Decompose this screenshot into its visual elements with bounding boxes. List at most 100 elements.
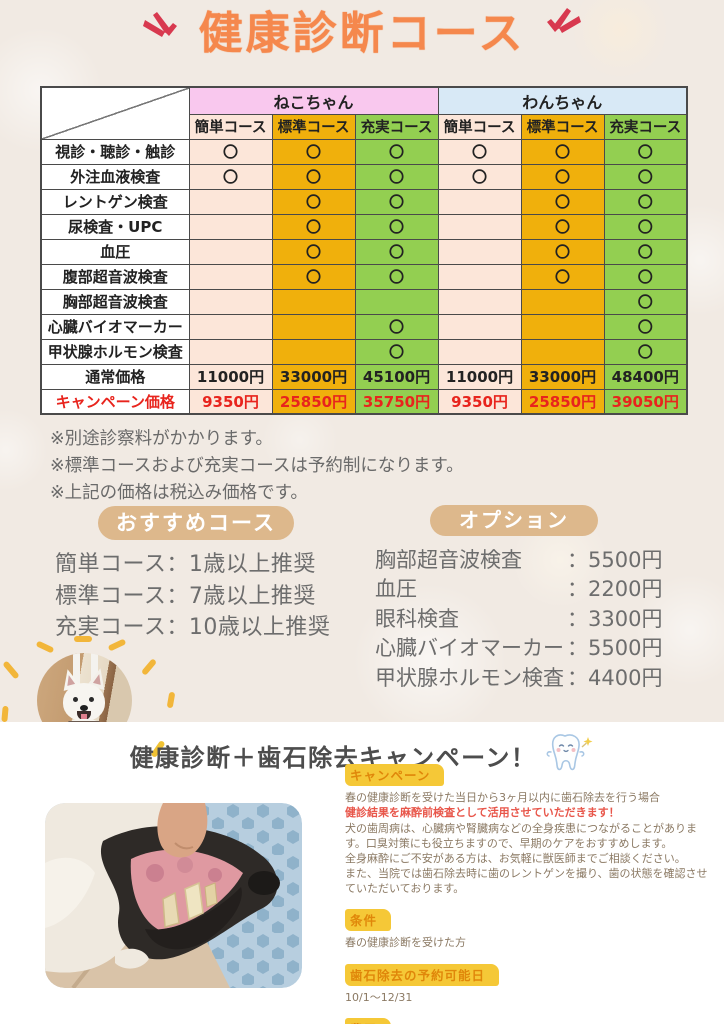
course-header-cell: 標準コース <box>271 113 356 140</box>
exam-cell: 45100円 <box>354 363 439 390</box>
exam-row: 心臓バイオマーカー 〇 〇 <box>40 313 688 340</box>
exam-cell <box>520 288 605 315</box>
exam-row: 甲状腺ホルモン検査 〇 〇 <box>40 338 688 365</box>
campaign-details: キャンペーン春の健康診断を受けた当日から3ヶ月以内に歯石除去を行う場合 健診結果を… <box>345 764 717 1024</box>
exam-cell: 〇 <box>603 213 688 240</box>
course-header-cell: 充実コース <box>603 113 688 140</box>
exam-cell <box>354 288 439 315</box>
exam-cell: 〇 <box>188 163 273 190</box>
exam-cell: 39050円 <box>603 388 688 415</box>
exam-cell: 〇 <box>437 163 522 190</box>
exam-cell <box>188 313 273 340</box>
campaign-text: 春の健康診断を受けた当日から3ヶ月以内に歯石除去を行う場合 <box>345 791 660 804</box>
note-line: ※上記の価格は税込み価格です。 <box>50 483 308 504</box>
exam-label: 通常価格 <box>40 363 190 390</box>
option-price: ：3300円 <box>567 606 663 631</box>
exam-cell <box>271 313 356 340</box>
exam-cell <box>188 338 273 365</box>
sparkle-right-icon <box>547 8 582 33</box>
exam-label: 外注血液検査 <box>40 163 190 190</box>
exam-cell: 〇 <box>520 263 605 290</box>
exam-cell: 〇 <box>603 313 688 340</box>
campaign-section-label: 費用 <box>345 1017 392 1024</box>
exam-cell <box>271 288 356 315</box>
option-name: 心臓バイオマーカー <box>375 636 564 661</box>
recommended-list: 簡単コース：1歳以上推奨 標準コース：7歳以上推奨 充実コース：10歳以上推奨 <box>55 549 330 644</box>
exam-cell: 〇 <box>271 238 356 265</box>
exam-cell: 〇 <box>354 238 439 265</box>
campaign-section-label: キャンペーン <box>345 764 445 786</box>
exam-cell <box>188 288 273 315</box>
note-line: ※標準コースおよび充実コースは予約制になります。 <box>50 456 464 477</box>
exam-cell <box>188 188 273 215</box>
exam-cell: 〇 <box>520 188 605 215</box>
exam-cell: 〇 <box>271 138 356 165</box>
option-price: ：5500円 <box>567 548 663 572</box>
exam-label: 心臓バイオマーカー <box>40 313 190 340</box>
course-header-cell: 簡単コース <box>437 113 522 140</box>
sun-ray-icon <box>140 658 158 676</box>
exam-cell: 25850円 <box>271 388 356 415</box>
course-header-row: 簡単コース 標準コース 充実コース 簡単コース 標準コース 充実コース <box>41 113 688 140</box>
group-header-row: ねこちゃん わんちゃん <box>40 86 688 140</box>
course-header-cell: 充実コース <box>354 113 439 140</box>
exam-cell <box>271 338 356 365</box>
option-item: 血圧 ：2200円 <box>375 575 662 604</box>
campaign-text: 犬の歯周病は、心臓病や腎臓病などの全身疾患につながることがあります。口臭対策にも… <box>345 821 697 850</box>
exam-cell: 〇 <box>603 338 688 365</box>
exam-cell: 〇 <box>271 263 356 290</box>
page-title: 健康診断コース <box>198 8 526 59</box>
option-item: 心臓バイオマーカー ：5500円 <box>375 634 662 663</box>
exam-cell: 〇 <box>520 213 605 240</box>
campaign-highlight-text: 健診結果を麻酔前検査として活用させていただきます！ <box>345 806 620 820</box>
exam-row: 腹部超音波検査〇〇〇〇 <box>40 263 688 290</box>
tooth-character-icon <box>546 734 593 771</box>
campaign-section-label: 歯石除去の予約可能日 <box>345 963 500 986</box>
exam-row: 外注血液検査〇〇〇〇〇〇 <box>40 163 688 190</box>
options-list: 胸部超音波検査 ：5500円 血圧 ：2200円 眼科検査 ：3300円 心臓バイオマーカー… <box>375 546 662 693</box>
exam-label: キャンペーン価格 <box>40 388 190 415</box>
exam-cell: 〇 <box>271 163 356 190</box>
exam-cell: 〇 <box>271 188 356 215</box>
exam-label: 血圧 <box>40 238 190 265</box>
exam-cell: 25850円 <box>520 388 605 415</box>
exam-cell: 〇 <box>520 163 605 190</box>
exam-cell: 〇 <box>354 163 439 190</box>
exam-cell: 11000円 <box>188 363 273 390</box>
note-line: ※別途診察料がかかります。 <box>50 429 273 449</box>
exam-cell: 〇 <box>603 288 688 315</box>
exam-cell: 〇 <box>271 213 356 240</box>
course-header-cell: 標準コース <box>520 113 605 140</box>
campaign-section-label: 条件 <box>345 909 392 932</box>
sparkle-left-icon <box>142 12 177 37</box>
leash <box>73 653 80 693</box>
cat-group-header: ねこちゃん <box>188 86 439 115</box>
exam-cell: 〇 <box>520 138 605 165</box>
exam-cell: 〇 <box>603 238 688 265</box>
campaign-text: また、当院では歯石除去時に歯のレントゲンを撮り、歯の状態を確認させていただいてお… <box>345 867 708 896</box>
sun-ray-icon <box>1 705 9 723</box>
campaign-text: 全身麻酔にご不安がある方は、お気軽に獣医師までご相談ください。 <box>345 851 686 865</box>
recommended-badge: おすすめコース <box>98 506 294 540</box>
exam-cell <box>437 188 522 215</box>
exam-cell: 〇 <box>354 213 439 240</box>
exam-cell <box>437 313 522 340</box>
exam-cell: 〇 <box>603 163 688 190</box>
course-header-cell: 簡単コース <box>188 113 273 140</box>
exam-row: 胸部超音波検査 〇 <box>40 288 688 315</box>
option-price: ：5500円 <box>567 636 663 661</box>
exam-cell <box>188 238 273 265</box>
exam-label: 腹部超音波検査 <box>40 263 190 290</box>
exam-row: 通常価格 11000円 33000円 45100円 11000円 33000円 48400円 <box>40 363 688 390</box>
exam-row: 血圧〇〇〇〇 <box>40 238 688 265</box>
title-block: 健康診断コース <box>0 8 724 61</box>
recommended-item: 充実コース：10歳以上推奨 <box>55 615 331 641</box>
exam-cell <box>437 213 522 240</box>
exam-cell: 33000円 <box>271 363 356 390</box>
corner-cell <box>40 86 190 140</box>
course-table: ねこちゃん わんちゃん 簡単コース 標準コース 充実コース 簡単コース 標準コース 充実コース… <box>40 86 689 415</box>
exam-cell <box>188 213 273 240</box>
sun-ray-icon <box>166 691 176 709</box>
exam-cell: 9350円 <box>437 388 522 415</box>
campaign-text: 春の健康診断を受けた方 <box>345 936 466 950</box>
